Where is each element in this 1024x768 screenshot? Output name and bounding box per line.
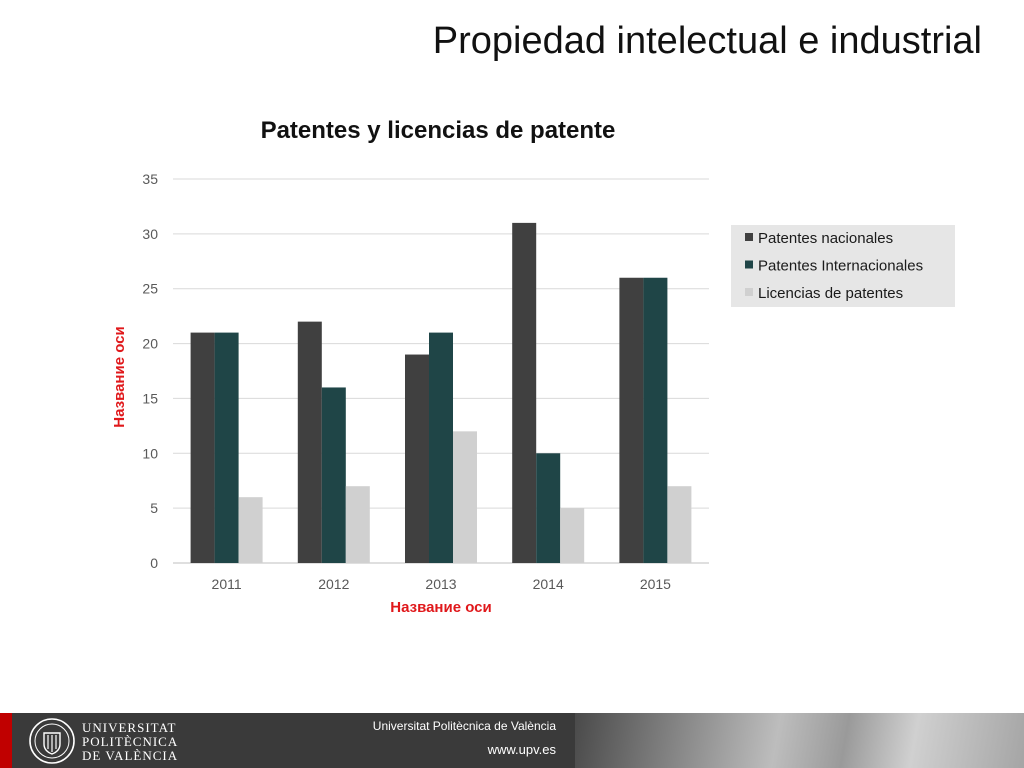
- legend-label: Patentes Internacionales: [758, 258, 923, 275]
- bar: [667, 486, 692, 563]
- university-seal-icon: [29, 718, 75, 764]
- legend-swatch: [745, 288, 753, 296]
- y-tick-label: 35: [142, 171, 158, 187]
- legend-label: Patentes nacionales: [758, 230, 893, 247]
- x-tick-label: 2014: [533, 576, 564, 592]
- footer-seal-photo: [575, 713, 1024, 768]
- bar: [536, 453, 561, 563]
- slide-title: Propiedad intelectual e industrial: [432, 20, 982, 62]
- legend-swatch: [745, 233, 753, 241]
- university-logo-text: UNIVERSITAT POLITÈCNICA DE VALÈNCIA: [82, 721, 192, 763]
- y-axis-title: Название оси: [111, 326, 128, 428]
- bar: [512, 222, 537, 563]
- footer-accent-bar: [0, 713, 12, 768]
- bar: [190, 332, 215, 563]
- y-tick-label: 25: [142, 281, 158, 297]
- footer-university-name: Universitat Politècnica de València: [372, 719, 556, 733]
- y-tick-label: 30: [142, 226, 158, 242]
- x-tick-label: 2015: [640, 576, 671, 592]
- legend-box: [731, 225, 955, 307]
- chart-title: Patentes y licencias de patente: [261, 117, 616, 144]
- logo-line-3: DE VALÈNCIA: [82, 748, 179, 763]
- y-tick-label: 5: [150, 500, 158, 516]
- bar: [214, 332, 239, 563]
- bar: [619, 277, 644, 563]
- bar: [405, 354, 429, 563]
- bar: [345, 486, 370, 563]
- y-tick-label: 20: [142, 336, 158, 352]
- bar: [453, 431, 477, 563]
- x-axis-title: Название оси: [390, 599, 492, 616]
- bar: [238, 497, 263, 563]
- bar: [643, 277, 668, 563]
- x-tick-label: 2012: [318, 576, 349, 592]
- legend-label: Licencias de patentes: [758, 285, 903, 302]
- footer-info: Universitat Politècnica de València www.…: [330, 719, 556, 757]
- x-tick-label: 2011: [212, 576, 242, 592]
- logo-line-2: POLITÈCNICA: [82, 734, 179, 749]
- footer-website-link[interactable]: www.upv.es: [487, 742, 556, 757]
- y-tick-label: 10: [142, 445, 158, 461]
- bar: [297, 321, 322, 563]
- legend-swatch: [745, 260, 753, 269]
- footer: UNIVERSITAT POLITÈCNICA DE VALÈNCIA Univ…: [0, 713, 1024, 768]
- y-tick-label: 0: [150, 555, 158, 571]
- logo-line-1: UNIVERSITAT: [82, 720, 177, 735]
- bar-chart: Patentes y licencias de patente 0 5 10 15 20 2…: [111, 117, 955, 616]
- y-tick-label: 15: [142, 390, 158, 406]
- bar: [321, 387, 346, 563]
- x-tick-label: 2013: [425, 576, 456, 592]
- bar: [560, 508, 585, 563]
- bar: [429, 332, 453, 563]
